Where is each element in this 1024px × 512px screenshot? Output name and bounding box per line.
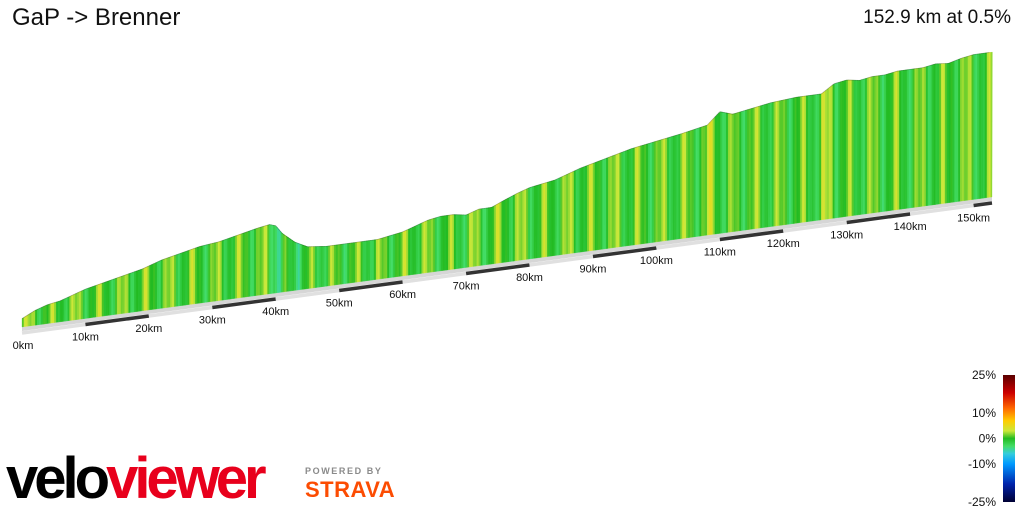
page-title: GaP -> Brenner xyxy=(12,4,181,31)
veloviewer-logo: veloviewer xyxy=(6,448,270,508)
svg-text:veloviewer: veloviewer xyxy=(6,448,266,508)
x-tick-label: 70km xyxy=(453,280,480,292)
x-tick-label: 150km xyxy=(957,212,990,224)
profile-segment xyxy=(288,237,291,292)
profile-segment xyxy=(286,236,289,292)
profile-segment xyxy=(273,225,276,294)
x-tick-label: 80km xyxy=(516,272,543,284)
x-tick-label: 90km xyxy=(580,263,607,275)
km-scale-bar xyxy=(338,280,403,293)
x-tick-label: 120km xyxy=(767,238,800,250)
profile-base xyxy=(22,197,992,331)
km-scale-bar xyxy=(465,263,530,276)
km-scale-bar xyxy=(846,212,911,225)
x-tick-label: 130km xyxy=(830,229,863,241)
profile-segment xyxy=(990,51,993,198)
km-scale-bar xyxy=(719,229,784,242)
km-scale-bar xyxy=(148,305,213,318)
legend-tick-label: -25% xyxy=(968,495,996,509)
profile-segment xyxy=(290,238,293,292)
profile-segment xyxy=(284,234,288,292)
km-scale-bar xyxy=(973,201,993,208)
legend-color-bar xyxy=(1003,375,1015,502)
logo-velo: velo xyxy=(6,448,109,508)
km-scale-bar xyxy=(592,246,657,259)
x-tick-label: 40km xyxy=(262,306,289,318)
profile-segments xyxy=(21,51,993,328)
x-tick-label: 60km xyxy=(389,289,416,301)
route-summary: 152.9 km at 0.5% xyxy=(863,7,1011,28)
x-tick-label: 110km xyxy=(704,246,736,258)
profile-outline xyxy=(21,52,990,319)
strava-logo: STRAVA xyxy=(305,477,396,502)
x-tick-label: 20km xyxy=(135,323,162,335)
x-tick-label: 100km xyxy=(640,255,673,267)
km-scale-bar xyxy=(529,254,594,267)
x-tick-label: 30km xyxy=(199,314,226,326)
powered-by-text: POWERED BY xyxy=(305,466,383,476)
legend-tick-label: -10% xyxy=(968,457,996,471)
x-tick-label: 50km xyxy=(326,297,353,309)
powered-by-strava: POWERED BY STRAVA xyxy=(305,466,395,503)
km-scale-bar xyxy=(275,288,340,301)
profile-segment xyxy=(274,225,278,294)
profile-segment xyxy=(280,231,284,293)
km-scale-bar xyxy=(21,322,86,335)
x-tick-label: 0km xyxy=(13,340,34,352)
legend-tick-label: 25% xyxy=(972,368,996,382)
km-scale-bar xyxy=(783,220,847,233)
km-scale-bar xyxy=(909,203,974,216)
km-scale-bar xyxy=(656,237,721,250)
x-tick-label: 10km xyxy=(72,331,99,343)
profile-segment xyxy=(276,226,280,293)
km-scale-bar xyxy=(212,297,276,310)
km-scale-bar xyxy=(402,271,467,284)
legend-tick-label: 10% xyxy=(972,406,996,420)
km-scale-bar xyxy=(85,314,150,327)
logo-viewer: viewer xyxy=(106,448,266,508)
x-tick-label: 140km xyxy=(894,221,927,233)
profile-segment xyxy=(282,233,286,293)
profile-segment xyxy=(278,229,282,293)
legend-tick-label: 0% xyxy=(979,432,997,446)
